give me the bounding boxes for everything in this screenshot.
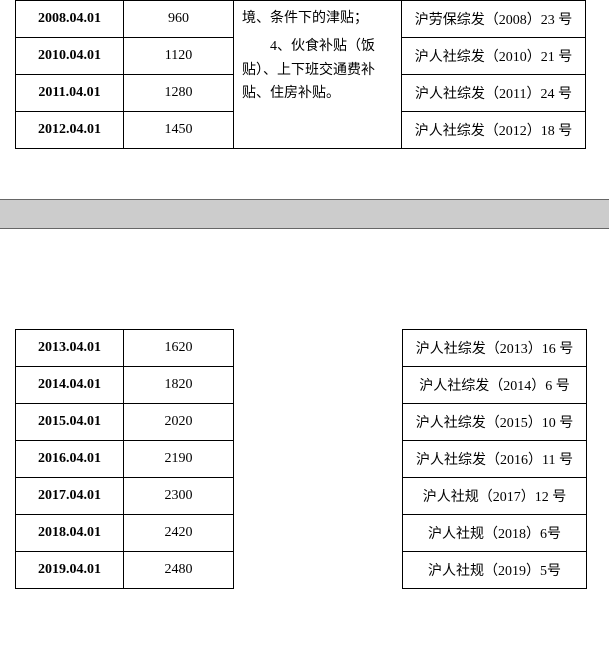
table-row: 2016.04.01 2190	[16, 441, 234, 478]
reference-cell: 沪劳保综发（2008）23 号	[402, 1, 586, 38]
date-cell: 2013.04.01	[16, 330, 124, 367]
table-row: 2014.04.01 1820	[16, 367, 234, 404]
lower-left-table: 2013.04.01 1620 2014.04.01 1820 2015.04.…	[15, 329, 234, 589]
reference-cell: 沪人社综发（2011）24 号	[402, 75, 586, 112]
table-row: 沪人社综发（2016）11 号	[403, 441, 587, 478]
table-row: 沪人社规（2018）6号	[403, 515, 587, 552]
reference-cell: 沪人社综发（2013）16 号	[403, 330, 587, 367]
date-cell: 2012.04.01	[16, 112, 124, 149]
upper-page-section: 2008.04.01 960 境、条件下的津贴； 4、伙食补贴（饭贴）、上下班交…	[0, 0, 609, 149]
value-cell: 2190	[124, 441, 234, 478]
date-cell: 2008.04.01	[16, 1, 124, 38]
reference-cell: 沪人社综发（2016）11 号	[403, 441, 587, 478]
reference-cell: 沪人社规（2019）5号	[403, 552, 587, 589]
table-row: 2019.04.01 2480	[16, 552, 234, 589]
date-cell: 2014.04.01	[16, 367, 124, 404]
description-cell: 境、条件下的津贴； 4、伙食补贴（饭贴）、上下班交通费补贴、住房补贴。	[234, 1, 402, 149]
reference-cell: 沪人社综发（2015）10 号	[403, 404, 587, 441]
page-divider	[0, 199, 609, 229]
reference-cell: 沪人社综发（2010）21 号	[402, 38, 586, 75]
upper-table: 2008.04.01 960 境、条件下的津贴； 4、伙食补贴（饭贴）、上下班交…	[15, 0, 586, 149]
table-row: 沪人社综发（2015）10 号	[403, 404, 587, 441]
date-cell: 2016.04.01	[16, 441, 124, 478]
lower-page-section: 2013.04.01 1620 2014.04.01 1820 2015.04.…	[0, 329, 609, 604]
value-cell: 2300	[124, 478, 234, 515]
desc-line-1: 境、条件下的津贴；	[242, 7, 393, 31]
table-row: 2015.04.01 2020	[16, 404, 234, 441]
value-cell: 1620	[124, 330, 234, 367]
value-cell: 1450	[124, 112, 234, 149]
date-cell: 2018.04.01	[16, 515, 124, 552]
reference-cell: 沪人社规（2018）6号	[403, 515, 587, 552]
value-cell: 2480	[124, 552, 234, 589]
value-cell: 2420	[124, 515, 234, 552]
reference-cell: 沪人社综发（2014）6 号	[403, 367, 587, 404]
desc-line-2: 4、伙食补贴（饭贴）、上下班交通费补贴、住房补贴。	[242, 35, 393, 106]
middle-gap	[234, 329, 402, 589]
date-cell: 2010.04.01	[16, 38, 124, 75]
lower-table-wrap: 2013.04.01 1620 2014.04.01 1820 2015.04.…	[15, 329, 594, 604]
date-cell: 2011.04.01	[16, 75, 124, 112]
table-row: 沪人社规（2019）5号	[403, 552, 587, 589]
date-cell: 2019.04.01	[16, 552, 124, 589]
table-row: 沪人社规（2017）12 号	[403, 478, 587, 515]
value-cell: 1280	[124, 75, 234, 112]
table-row: 2013.04.01 1620	[16, 330, 234, 367]
reference-cell: 沪人社规（2017）12 号	[403, 478, 587, 515]
table-row: 2008.04.01 960 境、条件下的津贴； 4、伙食补贴（饭贴）、上下班交…	[16, 1, 586, 38]
table-row: 2018.04.01 2420	[16, 515, 234, 552]
date-cell: 2015.04.01	[16, 404, 124, 441]
reference-cell: 沪人社综发（2012）18 号	[402, 112, 586, 149]
value-cell: 960	[124, 1, 234, 38]
date-cell: 2017.04.01	[16, 478, 124, 515]
value-cell: 1820	[124, 367, 234, 404]
table-row: 沪人社综发（2013）16 号	[403, 330, 587, 367]
lower-right-table: 沪人社综发（2013）16 号 沪人社综发（2014）6 号 沪人社综发（201…	[402, 329, 587, 589]
value-cell: 1120	[124, 38, 234, 75]
table-row: 2017.04.01 2300	[16, 478, 234, 515]
table-row: 沪人社综发（2014）6 号	[403, 367, 587, 404]
upper-table-wrap: 2008.04.01 960 境、条件下的津贴； 4、伙食补贴（饭贴）、上下班交…	[15, 0, 594, 149]
value-cell: 2020	[124, 404, 234, 441]
